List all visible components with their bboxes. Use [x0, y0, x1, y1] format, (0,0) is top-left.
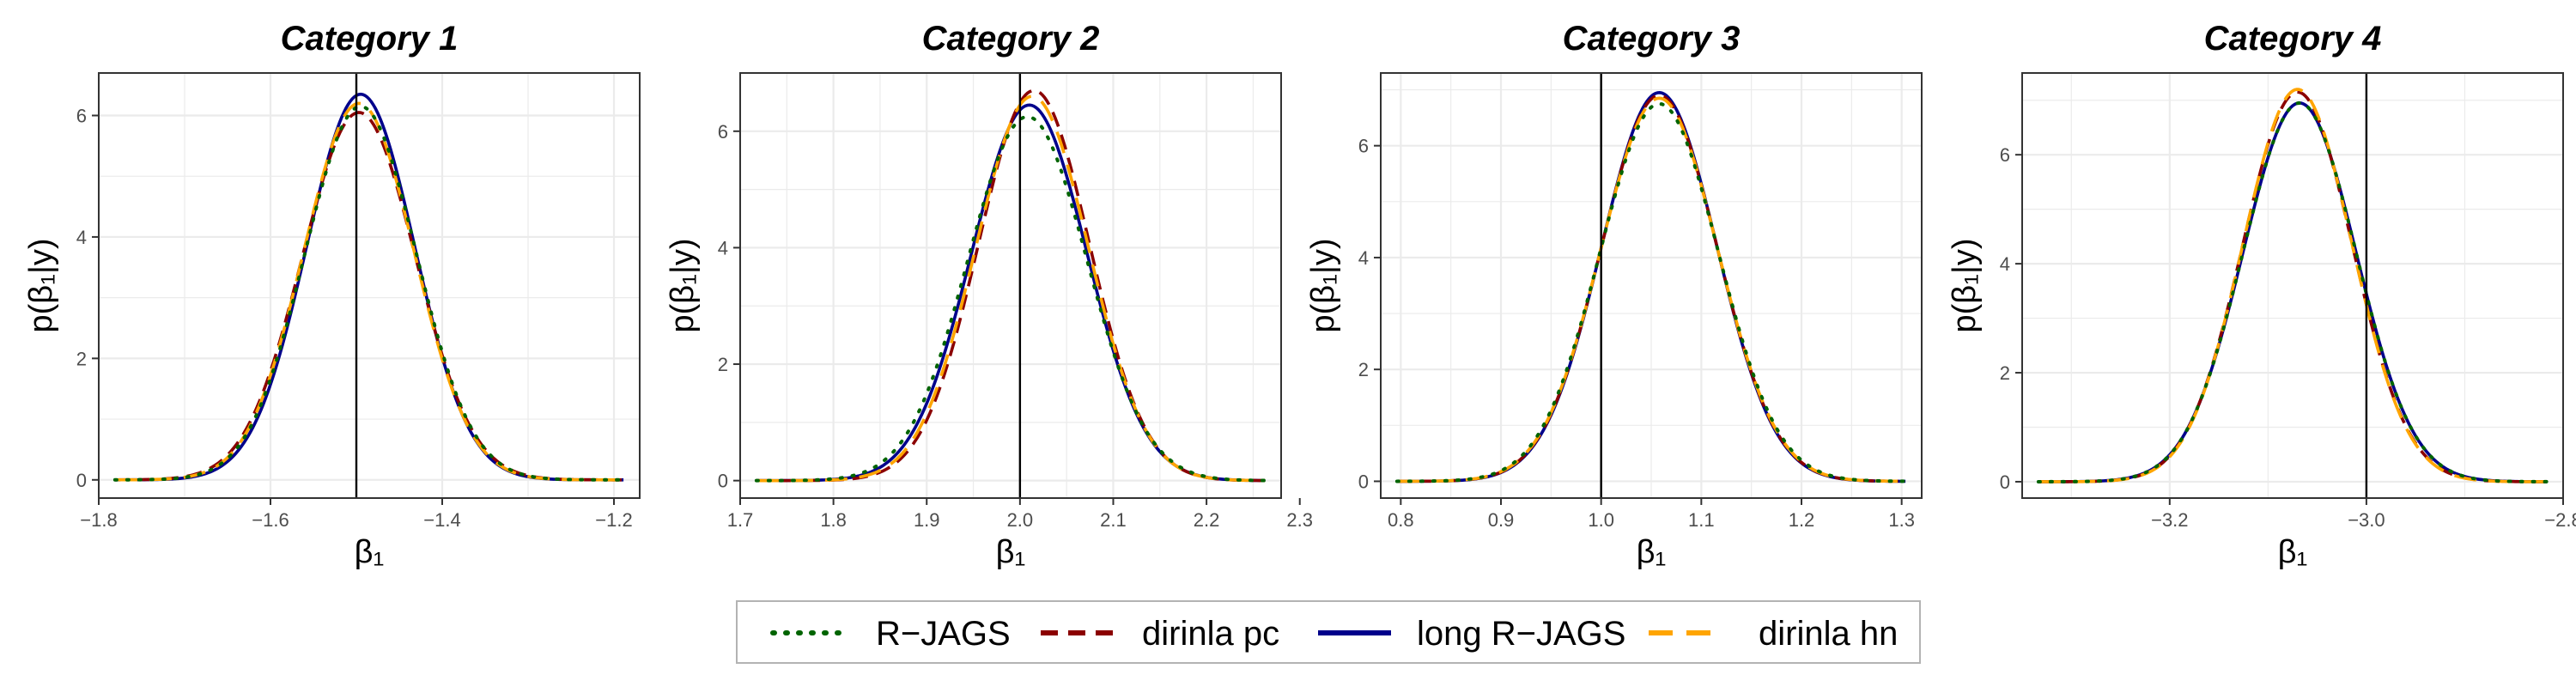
y-tick-label: 0	[2000, 471, 2010, 493]
x-tick-label: −3.0	[2348, 509, 2385, 531]
legend: R−JAGS dirinla pc long R−JAGS dirinla hn	[736, 600, 1921, 664]
panel-title: Category 4	[2204, 20, 2382, 58]
x-tick-label: 1.9	[914, 509, 940, 531]
plot-area	[99, 73, 640, 498]
y-tick-label: 0	[1358, 471, 1369, 492]
y-tick-label: 6	[1358, 136, 1369, 157]
y-axis-title: p(β₁|y)	[1305, 239, 1341, 333]
y-tick-label: 6	[2000, 144, 2010, 166]
y-tick-label: 2	[2000, 362, 2010, 384]
x-tick-label: 0.8	[1388, 509, 1414, 531]
legend-label-long-r-jags: long R−JAGS	[1417, 615, 1625, 653]
x-tick-label: 1.8	[820, 509, 847, 531]
plot-area	[2022, 73, 2563, 498]
x-tick-label: −1.6	[252, 509, 289, 531]
x-tick-label: −1.8	[80, 509, 117, 531]
density-curve-r-jags	[112, 104, 626, 482]
x-tick-label: 1.0	[1588, 509, 1614, 531]
y-tick-label: 6	[76, 106, 87, 127]
legend-label-dirinla-hn: dirinla hn	[1759, 615, 1898, 653]
y-tick-label: 4	[1358, 247, 1369, 269]
y-tick-label: 2	[1358, 359, 1369, 380]
y-tick-label: 4	[2000, 253, 2010, 275]
y-tick-label: 2	[718, 354, 728, 375]
panel-border	[739, 72, 1282, 499]
x-tick-label: 2.0	[1007, 509, 1034, 531]
x-tick-label: −2.8	[2544, 509, 2576, 531]
panel-3: 0.8 0.9 1.0 1.1 1.2 1.3 0 2 4 6 Category 3 β₁ p(β₁|y…	[1305, 20, 1923, 570]
x-axis-title: β₁	[1637, 534, 1667, 570]
legend-label-r-jags: R−JAGS	[876, 615, 1011, 653]
x-tick-label: 2.1	[1100, 509, 1127, 531]
x-tick-label: 1.2	[1789, 509, 1815, 531]
x-tick-label: 1.7	[727, 509, 754, 531]
panel-title: Category 3	[1563, 20, 1741, 58]
y-axis-title: p(β₁|y)	[665, 239, 701, 333]
panel-border	[1380, 72, 1923, 499]
x-axis-title: β₁	[355, 534, 385, 570]
panel-title: Category 2	[922, 20, 1100, 58]
panel-2: 1.7 1.8 1.9 2.0 2.1 2.2 2.3 0 2 4 6 Category 2 β₁ p(β…	[665, 20, 1313, 570]
x-axis-title: β₁	[996, 534, 1026, 570]
x-tick-label: 0.9	[1488, 509, 1515, 531]
y-tick-label: 0	[718, 471, 728, 492]
y-tick-label: 2	[76, 348, 87, 369]
panel-title: Category 1	[281, 20, 459, 58]
panel-4: −3.2 −3.0 −2.8 0 2 4 6 Category 4 β₁ p(β₁|y)	[1947, 20, 2576, 570]
y-tick-label: 6	[718, 121, 728, 143]
y-axis-title: p(β₁|y)	[1947, 239, 1983, 333]
y-axis-title: p(β₁|y)	[23, 239, 59, 333]
x-tick-label: 1.3	[1888, 509, 1915, 531]
y-tick-label: 4	[76, 227, 87, 248]
panel-border	[2021, 72, 2564, 499]
y-tick-label: 0	[76, 470, 87, 491]
density-curve-r-jags	[1394, 101, 1908, 483]
legend-label-dirinla-pc: dirinla pc	[1142, 615, 1279, 653]
x-tick-label: 2.2	[1194, 509, 1220, 531]
x-tick-label: −3.2	[2151, 509, 2188, 531]
density-curve-r-jags	[754, 114, 1267, 483]
y-tick-label: 4	[718, 237, 728, 258]
x-tick-label: −1.2	[595, 509, 632, 531]
x-tick-label: 2.3	[1286, 509, 1313, 531]
x-axis-title: β₁	[2278, 534, 2308, 570]
panel-border	[98, 72, 641, 499]
x-tick-label: 1.1	[1688, 509, 1715, 531]
density-curve-r-jags	[2036, 100, 2549, 483]
panel-1: −1.8 −1.6 −1.4 −1.2 0 2 4 6 Category 1 β₁ p(β₁|y)	[23, 20, 641, 570]
x-tick-label: −1.4	[423, 509, 460, 531]
plot-area	[740, 73, 1281, 498]
